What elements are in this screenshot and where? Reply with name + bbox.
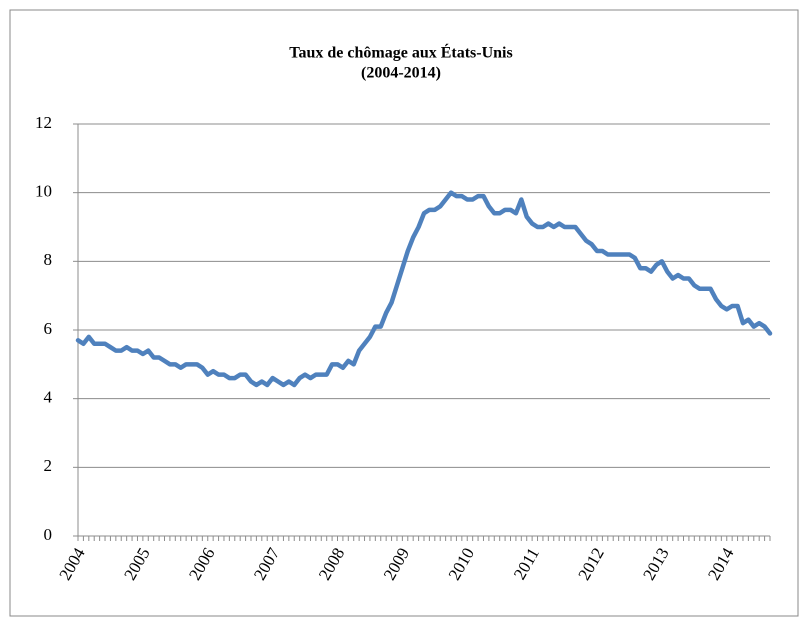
x-tick-label: 2012 (574, 544, 607, 583)
chart-title: Taux de chômage aux États-Unis (289, 43, 512, 62)
y-tick-label: 4 (44, 388, 53, 407)
y-tick-label: 2 (44, 456, 53, 475)
y-tick-label: 0 (44, 525, 53, 544)
y-tick-label: 6 (44, 319, 53, 338)
line-series (75, 190, 773, 388)
x-tick-label: 2008 (315, 544, 348, 583)
x-tick-label: 2009 (380, 544, 413, 583)
x-tick-label: 2005 (120, 544, 153, 583)
x-tick-label: 2013 (639, 544, 672, 583)
x-tick-label: 2011 (510, 544, 543, 582)
x-tick-label: 2004 (55, 544, 89, 583)
y-tick-label: 12 (35, 113, 52, 132)
x-tick-label: 2006 (185, 544, 218, 583)
x-tick-label: 2010 (445, 544, 478, 583)
y-tick-label: 8 (44, 250, 53, 269)
x-tick-label: 2014 (704, 544, 738, 583)
chart-border (9, 9, 799, 617)
chart-subtitle: (2004-2014) (361, 65, 441, 82)
x-tick-label: 2007 (250, 544, 284, 583)
y-tick-label: 10 (35, 182, 52, 201)
